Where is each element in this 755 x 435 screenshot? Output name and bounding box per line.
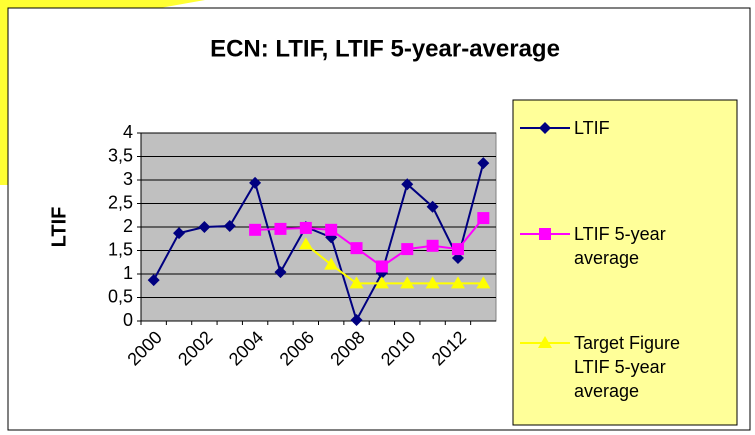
- data-point: [451, 243, 464, 256]
- y-tick-label: 4: [123, 122, 133, 142]
- data-point: [274, 222, 287, 235]
- y-tick-label: 3,5: [108, 145, 133, 165]
- y-tick-label: 1,5: [108, 239, 133, 259]
- data-point: [426, 239, 439, 252]
- data-point: [249, 176, 262, 189]
- y-tick-label: 1: [123, 263, 133, 283]
- y-tick-label: 0: [123, 310, 133, 330]
- data-point: [249, 223, 262, 236]
- data-point: [223, 220, 236, 233]
- legend-box: [512, 99, 738, 426]
- y-axis-label: LTIF: [48, 207, 70, 248]
- data-point: [299, 221, 312, 234]
- chart-title: ECN: LTIF, LTIF 5-year-average: [210, 35, 560, 62]
- series-line: [255, 217, 485, 268]
- legend-label: LTIF 5-year average: [574, 224, 666, 268]
- y-tick-label: 0,5: [108, 286, 133, 306]
- data-point: [350, 242, 363, 255]
- data-point: [477, 212, 490, 225]
- data-point: [401, 243, 414, 256]
- data-point: [324, 257, 339, 270]
- legend-marker: [539, 228, 551, 240]
- data-point: [476, 276, 491, 289]
- data-point: [477, 157, 490, 170]
- data-point: [198, 221, 211, 233]
- legend-label: LTIF: [574, 118, 610, 138]
- data-point: [374, 276, 389, 289]
- y-tick-label: 2: [123, 216, 133, 236]
- legend-label: Target Figure LTIF 5-year average: [574, 333, 681, 401]
- data-point: [426, 200, 439, 213]
- y-tick-label: 3: [123, 169, 133, 189]
- data-point: [349, 276, 364, 289]
- data-point: [173, 227, 186, 240]
- legend-marker: [539, 122, 551, 134]
- data-point: [401, 178, 414, 191]
- data-point: [450, 276, 465, 289]
- data-point: [274, 266, 287, 279]
- data-point: [425, 276, 440, 289]
- legend-marker: [538, 336, 552, 348]
- data-point: [147, 274, 160, 287]
- data-point: [325, 223, 338, 236]
- y-tick-label: 2,5: [108, 192, 133, 212]
- data-point: [400, 276, 415, 289]
- data-point: [375, 260, 388, 273]
- data-point: [350, 314, 363, 327]
- data-point: [298, 237, 313, 250]
